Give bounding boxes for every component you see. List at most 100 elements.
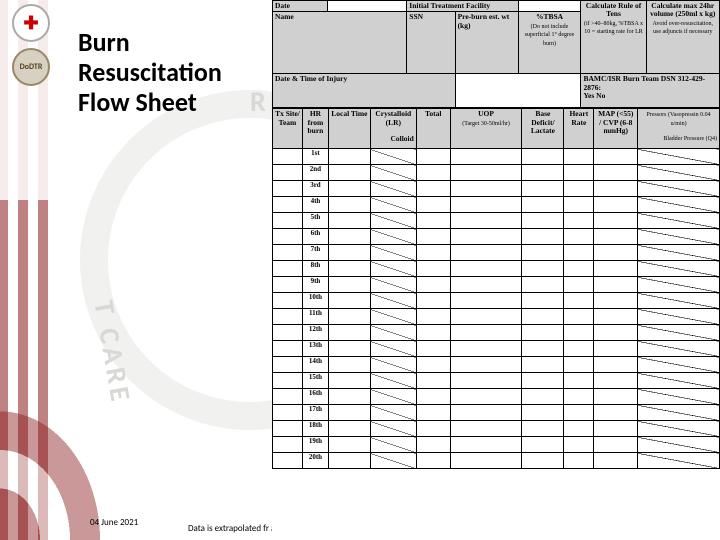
cell	[450, 373, 522, 389]
cell	[273, 437, 303, 453]
col-map: MAP (<55) / CVP (6-8 mmHg)	[594, 109, 638, 149]
cell	[416, 181, 450, 197]
cell	[416, 373, 450, 389]
cell: 1st	[302, 149, 328, 165]
cell	[450, 149, 522, 165]
col-total: Total	[416, 109, 450, 149]
cell	[638, 213, 720, 229]
cell	[638, 453, 720, 469]
cell	[522, 213, 564, 229]
cell	[638, 245, 720, 261]
cell	[450, 341, 522, 357]
hdr-calc-tens: Calculate Rule of Tens (if >40–80kg, %TB…	[581, 1, 646, 74]
cell	[273, 229, 303, 245]
cell	[328, 437, 370, 453]
cell	[370, 405, 416, 421]
cell	[594, 389, 638, 405]
cell	[370, 437, 416, 453]
hour-row: 18th	[273, 421, 720, 437]
cell	[450, 213, 522, 229]
cell	[416, 421, 450, 437]
hdr-preburn: Pre-burn est. wt (kg)	[455, 12, 518, 74]
flow-sheet-form: Date Initial Treatment Facility Calculat…	[272, 0, 720, 540]
cell	[328, 341, 370, 357]
cell	[416, 357, 450, 373]
cell: 2nd	[302, 165, 328, 181]
cell	[522, 453, 564, 469]
cell	[564, 165, 594, 181]
logo-stack: ✚ DoDTR	[12, 4, 62, 92]
col-hrate: Heart Rate	[564, 109, 594, 149]
cell	[594, 357, 638, 373]
cell	[370, 277, 416, 293]
cell: 17th	[302, 405, 328, 421]
cell	[273, 421, 303, 437]
col-local: Local Time	[328, 109, 370, 149]
cell	[273, 197, 303, 213]
hour-row: 20th	[273, 453, 720, 469]
cell	[594, 309, 638, 325]
title-line: Resuscitation	[78, 56, 222, 88]
hour-row: 5th	[273, 213, 720, 229]
cell	[370, 229, 416, 245]
cell	[594, 181, 638, 197]
cell	[328, 373, 370, 389]
cell	[522, 261, 564, 277]
hour-row: 14th	[273, 357, 720, 373]
cell	[416, 341, 450, 357]
cell	[564, 293, 594, 309]
cell	[370, 421, 416, 437]
cell	[594, 245, 638, 261]
cell	[273, 325, 303, 341]
hour-row: 12th	[273, 325, 720, 341]
cell	[594, 405, 638, 421]
form-header-table: Date Initial Treatment Facility Calculat…	[272, 0, 720, 108]
cell	[522, 293, 564, 309]
cell	[594, 373, 638, 389]
cell: 6th	[302, 229, 328, 245]
cell	[273, 453, 303, 469]
cell	[638, 357, 720, 373]
seal-frag: T CARE	[86, 298, 139, 408]
cell	[416, 165, 450, 181]
cell	[416, 245, 450, 261]
cell	[328, 149, 370, 165]
cell	[370, 149, 416, 165]
hdr-name: Name	[273, 12, 407, 74]
cell: 20th	[302, 453, 328, 469]
cell	[564, 325, 594, 341]
cell	[564, 405, 594, 421]
cell: 15th	[302, 373, 328, 389]
cell	[273, 149, 303, 165]
cell	[564, 453, 594, 469]
cell	[450, 277, 522, 293]
cell	[638, 293, 720, 309]
cell	[328, 277, 370, 293]
hour-row: 13th	[273, 341, 720, 357]
cell	[273, 277, 303, 293]
cell	[328, 421, 370, 437]
hdr-dt-injury: Date & Time of Injury	[273, 74, 456, 108]
hour-row: 3rd	[273, 181, 720, 197]
cell	[328, 357, 370, 373]
hour-row: 17th	[273, 405, 720, 421]
cell	[638, 165, 720, 181]
cell	[522, 373, 564, 389]
hdr-max24: Calculate max 24hr volume (250ml x kg) A…	[646, 1, 719, 74]
cell: 12th	[302, 325, 328, 341]
cell: 13th	[302, 341, 328, 357]
cell	[450, 357, 522, 373]
cell	[594, 341, 638, 357]
cell	[594, 213, 638, 229]
blank	[518, 1, 581, 12]
cell	[370, 389, 416, 405]
col-hr: HR from burn	[302, 109, 328, 149]
cell	[450, 437, 522, 453]
cell	[594, 197, 638, 213]
cell	[638, 181, 720, 197]
cell	[328, 325, 370, 341]
cell	[450, 181, 522, 197]
cell	[370, 373, 416, 389]
cell	[522, 277, 564, 293]
cell	[416, 325, 450, 341]
